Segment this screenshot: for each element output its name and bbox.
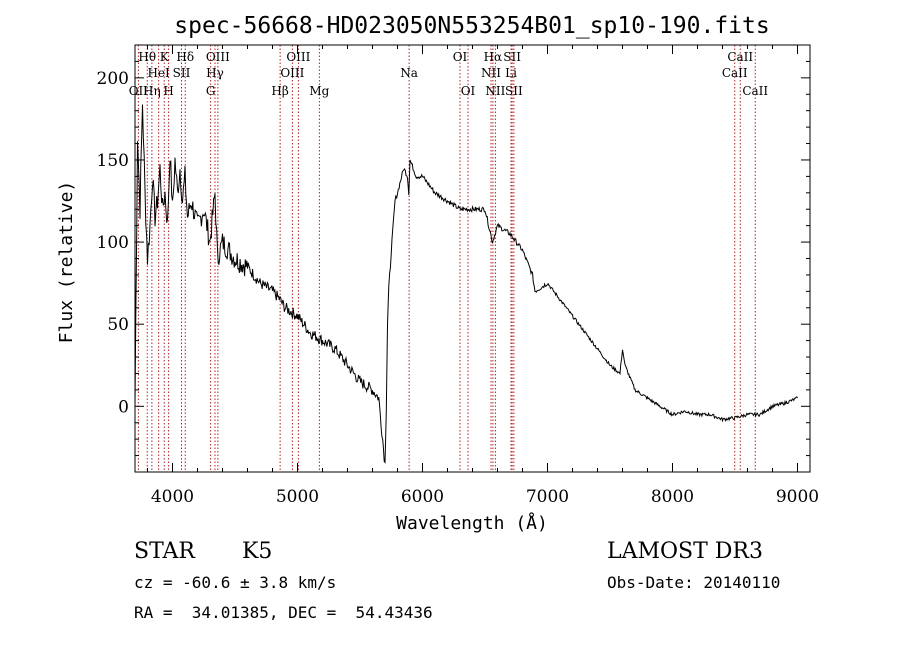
y-tick-label: 100 <box>97 233 129 253</box>
spectral-line-label: OI <box>453 50 468 64</box>
spectral-line-label: Hθ <box>138 50 156 64</box>
spectrum-series <box>134 104 798 464</box>
spectral-line-label: NII <box>485 84 505 98</box>
x-tick-label: 9000 <box>776 487 819 507</box>
spectral-line-label: SII <box>503 50 521 64</box>
spectral-line-label: NII <box>481 66 501 80</box>
spectral-line-label: OII <box>129 84 149 98</box>
spectral-line-label: CaII <box>722 66 748 80</box>
spectral-line-label: CaII <box>742 84 768 98</box>
y-tick-label: 150 <box>97 151 129 171</box>
spectral-line-label: G <box>206 84 216 98</box>
x-tick-label: 4000 <box>151 487 194 507</box>
spectral-line-label: CaII <box>727 50 753 64</box>
object-subclass: K5 <box>242 539 273 564</box>
coordinates: RA = 34.01385, DEC = 54.43436 <box>134 603 433 622</box>
spectral-line-label: OIII <box>280 66 304 80</box>
spectral-line-markers <box>137 45 756 472</box>
survey-name: LAMOST DR3 <box>607 539 763 564</box>
x-tick-label: 5000 <box>276 487 319 507</box>
spectral-line-label: H <box>163 84 173 98</box>
redshift-velocity: cz = -60.6 ± 3.8 km/s <box>134 573 337 592</box>
x-tick-label: 6000 <box>401 487 444 507</box>
spectral-line-label: OI <box>461 84 476 98</box>
x-axis-label: Wavelength (Å) <box>396 512 548 534</box>
y-tick-label: 50 <box>107 315 129 335</box>
spectral-line-label: Hβ <box>271 84 288 98</box>
y-axis-label: Flux (relative) <box>56 181 77 344</box>
spectral-line-label: Mg <box>309 84 329 98</box>
spectral-line-label: Hη <box>143 84 161 98</box>
spectral-line-label: K <box>160 50 170 64</box>
x-axis-ticks: 4000 5000 6000 7000 8000 9000 <box>147 45 819 507</box>
x-tick-label: 7000 <box>526 487 569 507</box>
chart-title: spec-56668-HD023050N553254B01_sp10-190.f… <box>174 13 769 39</box>
spectral-line-label: OIII <box>286 50 310 64</box>
spectral-line-label: SII <box>173 66 191 80</box>
y-tick-label: 0 <box>118 397 129 417</box>
plot-frame <box>134 44 811 473</box>
y-tick-label: 200 <box>97 69 129 89</box>
spectral-line-label: Li <box>505 66 517 80</box>
object-class: STAR <box>134 539 195 564</box>
x-tick-label: 8000 <box>651 487 694 507</box>
spectral-line-label: HeI <box>147 66 170 80</box>
spectral-line-label: Hγ <box>206 66 224 80</box>
y-axis-ticks: 0 50 100 150 200 <box>97 60 810 457</box>
spectral-line-label: Hδ <box>176 50 194 64</box>
spectral-line-label: Na <box>400 66 418 80</box>
spectrum-line <box>134 104 798 464</box>
spectral-line-label: Hα <box>484 50 503 64</box>
spectral-line-label: OIII <box>206 50 230 64</box>
spectral-line-label: SII <box>505 84 523 98</box>
observation-date: Obs-Date: 20140110 <box>607 573 781 592</box>
